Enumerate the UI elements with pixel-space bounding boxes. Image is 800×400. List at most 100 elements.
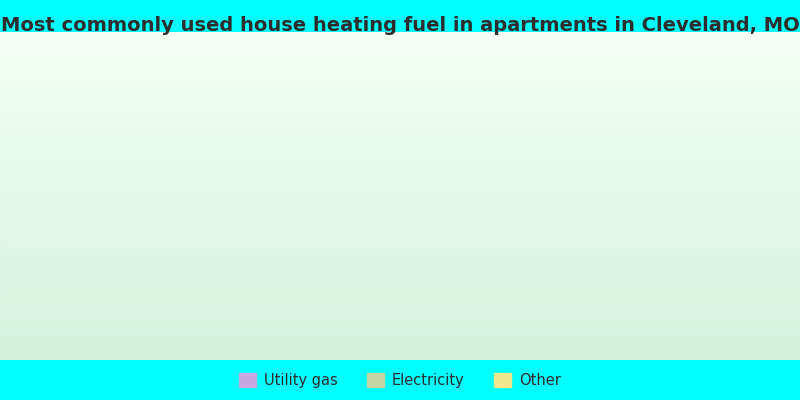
Bar — [0, 68, 800, 70]
Bar — [0, 102, 800, 104]
Bar — [0, 150, 800, 152]
Bar — [0, 280, 800, 281]
Bar — [0, 293, 800, 294]
Bar — [0, 347, 800, 348]
Bar — [0, 81, 800, 83]
Bar — [0, 186, 800, 188]
Text: Most commonly used house heating fuel in apartments in Cleveland, MO: Most commonly used house heating fuel in… — [1, 16, 799, 35]
Bar — [0, 312, 800, 314]
Bar — [0, 216, 800, 217]
Bar — [0, 134, 800, 135]
Bar — [0, 88, 800, 90]
Bar — [0, 37, 800, 38]
Bar — [0, 278, 800, 280]
Bar — [0, 130, 800, 132]
Bar — [0, 48, 800, 50]
Bar — [0, 94, 800, 96]
Legend: Utility gas, Electricity, Other: Utility gas, Electricity, Other — [234, 368, 566, 394]
Bar — [0, 332, 800, 334]
Bar — [0, 206, 800, 208]
Bar — [0, 178, 800, 180]
Bar — [0, 250, 800, 252]
Bar — [0, 162, 800, 163]
Bar — [0, 173, 800, 175]
Bar — [0, 135, 800, 137]
Bar — [0, 309, 800, 311]
Bar — [0, 55, 800, 56]
Bar — [0, 230, 800, 232]
Bar — [0, 148, 800, 150]
Bar — [0, 329, 800, 330]
Bar — [0, 181, 800, 183]
Bar — [0, 34, 800, 35]
Bar — [0, 284, 800, 286]
Bar — [0, 122, 800, 124]
Bar — [0, 330, 800, 332]
Bar — [0, 140, 800, 142]
Bar — [0, 42, 800, 44]
Bar — [0, 89, 800, 91]
Bar — [0, 78, 800, 80]
Bar — [0, 316, 800, 317]
Bar — [0, 60, 800, 62]
Bar — [0, 104, 800, 106]
Bar — [0, 266, 800, 268]
Bar — [0, 258, 800, 260]
Bar — [0, 47, 800, 48]
Bar — [0, 120, 800, 122]
Bar — [0, 345, 800, 347]
Bar — [0, 268, 800, 270]
Bar — [0, 219, 800, 221]
Bar — [0, 324, 800, 326]
Bar — [0, 260, 800, 262]
Bar — [0, 308, 800, 309]
Bar — [0, 117, 800, 119]
Bar — [0, 254, 800, 255]
Bar — [0, 321, 800, 322]
Bar — [0, 222, 800, 224]
Bar — [0, 202, 800, 204]
Bar — [0, 247, 800, 248]
Bar — [0, 139, 800, 140]
Bar — [0, 129, 800, 130]
Bar — [0, 127, 800, 129]
Bar — [0, 314, 800, 316]
Bar — [0, 235, 800, 237]
Bar — [0, 99, 800, 101]
Bar — [0, 317, 800, 319]
Bar — [0, 199, 800, 201]
Bar — [0, 237, 800, 239]
Bar — [0, 226, 800, 227]
Bar — [0, 38, 800, 40]
Bar — [0, 114, 800, 116]
Bar — [0, 108, 800, 109]
Bar — [0, 227, 800, 229]
Bar — [0, 337, 800, 339]
Bar — [0, 286, 800, 288]
Bar — [0, 354, 800, 355]
Bar — [0, 165, 800, 166]
Bar — [0, 208, 800, 209]
Bar — [0, 111, 800, 112]
Bar — [0, 171, 800, 173]
Bar — [0, 175, 800, 176]
Bar — [0, 344, 800, 345]
Bar — [0, 348, 800, 350]
Bar — [0, 191, 800, 193]
Bar — [0, 270, 800, 272]
Bar — [0, 93, 800, 94]
Bar — [0, 294, 800, 296]
Bar — [0, 119, 800, 120]
Bar — [0, 83, 800, 84]
Bar — [0, 327, 800, 329]
Bar — [0, 124, 800, 126]
Wedge shape — [461, 75, 634, 277]
Bar — [0, 84, 800, 86]
Bar — [0, 355, 800, 357]
Bar — [0, 91, 800, 93]
Bar — [0, 217, 800, 219]
Bar — [0, 86, 800, 88]
Bar — [0, 57, 800, 58]
Bar — [0, 45, 800, 47]
Bar — [0, 70, 800, 71]
